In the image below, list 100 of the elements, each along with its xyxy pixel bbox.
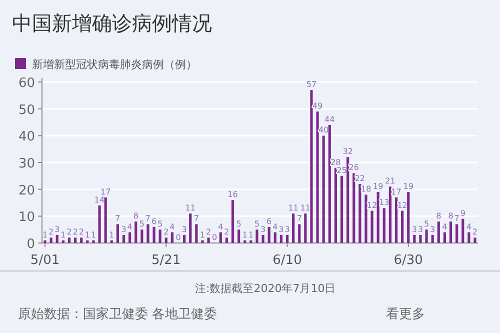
data-label: 1	[200, 230, 206, 240]
data-label: 5	[424, 220, 430, 229]
data-label: 4	[272, 222, 278, 232]
chart-title: 中国新增确诊病例情况	[12, 11, 212, 35]
data-label: 6	[151, 216, 157, 226]
data-label: 5	[254, 220, 260, 229]
bar	[274, 232, 276, 243]
bar	[170, 232, 174, 243]
bar	[364, 194, 368, 243]
data-label: 57	[306, 80, 317, 90]
data-label: 3	[430, 224, 436, 234]
data-label: 3	[54, 224, 60, 234]
x-tick-label: 6/30	[394, 253, 423, 268]
bar	[322, 136, 325, 243]
data-label: 4	[442, 222, 448, 232]
data-label: 5	[139, 220, 144, 229]
bar	[195, 224, 198, 243]
data-label: 2	[66, 228, 72, 237]
data-label: 11	[288, 203, 298, 212]
bar	[394, 197, 398, 243]
data-label: 7	[145, 214, 151, 224]
bar	[346, 157, 350, 243]
bar	[382, 208, 386, 243]
data-label: 1	[42, 230, 48, 240]
data-label: 11	[300, 203, 311, 212]
data-label: 3	[182, 224, 187, 234]
y-tick-label: 40	[18, 130, 35, 145]
data-label: 0	[176, 233, 181, 242]
data-label: 4	[218, 222, 224, 232]
bar	[152, 226, 156, 243]
bar	[262, 234, 264, 243]
data-label: 18	[360, 184, 372, 194]
bar	[431, 234, 434, 243]
text: 注:数据截至2020年7月10日	[195, 282, 336, 295]
data-label: 7	[115, 214, 120, 224]
data-label: 3	[278, 224, 284, 234]
bar	[238, 230, 240, 243]
x-tick-label: 5/21	[152, 253, 181, 268]
data-label: 2	[164, 228, 169, 237]
bar	[286, 234, 289, 243]
data-label: 13	[379, 198, 390, 208]
bar	[407, 192, 410, 243]
data-label: 4	[127, 222, 132, 232]
bar	[74, 238, 77, 243]
bar	[304, 213, 307, 243]
data-label: 7	[194, 214, 199, 224]
y-tick-label: 30	[18, 156, 35, 172]
data-label: 3	[284, 224, 290, 234]
data-label: 1	[109, 230, 114, 240]
y-tick-label: 60	[18, 76, 35, 91]
bar	[104, 197, 107, 243]
x-tick-label: 6/10	[272, 253, 302, 268]
data-label: 2	[206, 228, 212, 237]
data-label: 1	[242, 230, 248, 240]
bar	[44, 240, 46, 243]
bar	[80, 238, 83, 243]
bar	[68, 238, 71, 243]
bar	[280, 234, 282, 243]
data-label: 7	[296, 214, 302, 224]
bar	[419, 234, 422, 243]
data-label: 1	[90, 230, 96, 240]
bar	[201, 240, 204, 243]
data-label: 1	[248, 230, 254, 240]
bar	[140, 230, 144, 243]
bar	[122, 234, 126, 243]
bar	[183, 234, 186, 243]
data-label: 19	[403, 182, 414, 192]
data-label: 28	[330, 158, 341, 167]
data-label: 6	[266, 216, 272, 226]
data-label: 3	[121, 224, 126, 234]
data-label: 21	[385, 176, 396, 186]
bar	[456, 224, 458, 243]
bar	[443, 232, 446, 243]
bar	[413, 234, 416, 243]
data-label: 17	[100, 187, 111, 196]
bar	[376, 192, 380, 243]
bar	[388, 186, 392, 243]
data-label: 2	[78, 228, 84, 237]
data-label: 4	[466, 222, 472, 232]
bar	[316, 112, 319, 243]
data-label: 1	[60, 230, 66, 240]
legend-label: 新增新型冠状病毒肺炎病例（例）	[32, 58, 197, 71]
data-label: 1	[84, 230, 90, 240]
bar	[340, 176, 344, 243]
bar	[207, 238, 210, 243]
bar	[146, 224, 150, 243]
text: 原始数据：国家卫健委 各地卫健委	[18, 306, 218, 322]
data-label: 12	[397, 200, 408, 210]
bar	[92, 240, 95, 243]
data-label: 3	[418, 224, 424, 234]
data-label: 12	[366, 200, 378, 210]
bar	[56, 234, 58, 243]
data-label: 44	[324, 114, 335, 124]
bar	[298, 224, 301, 243]
bar	[358, 184, 362, 243]
bar	[116, 224, 119, 243]
bar	[328, 124, 331, 243]
data-label: 5	[236, 220, 242, 229]
bar	[449, 222, 452, 243]
bar	[425, 230, 428, 243]
